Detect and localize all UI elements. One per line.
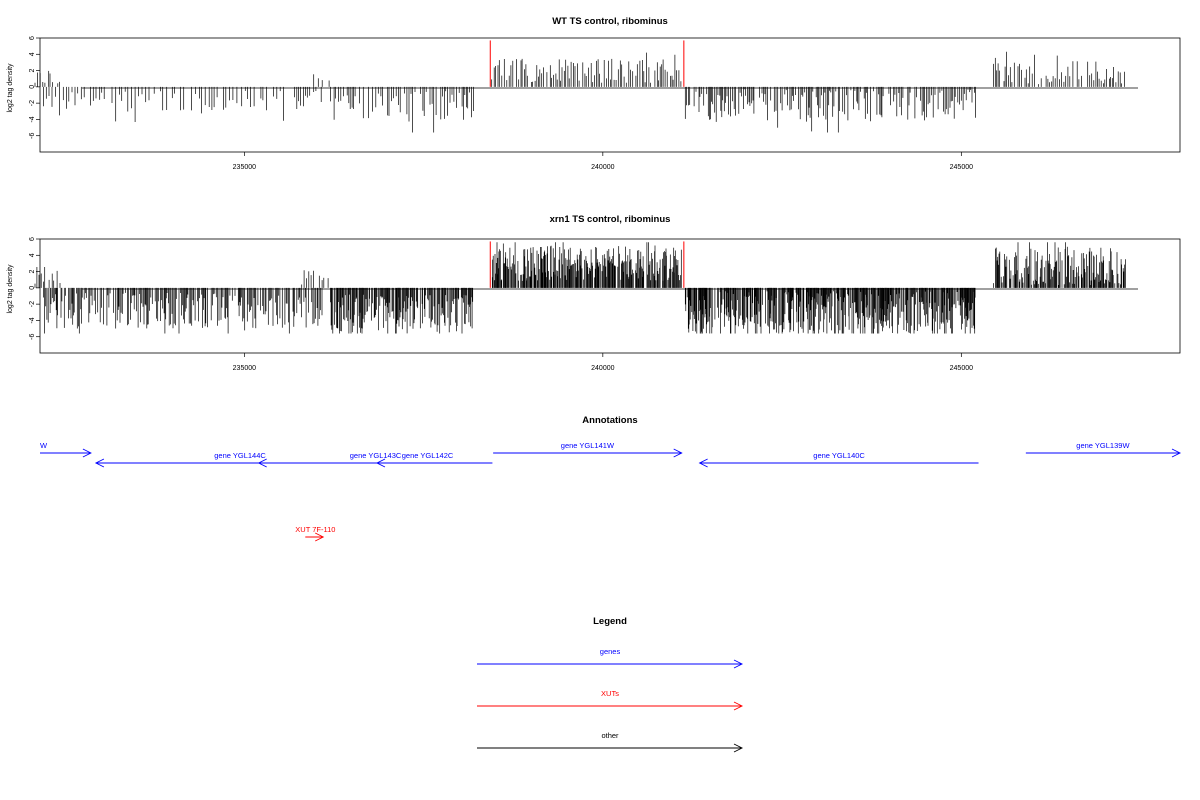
feature-arrowhead [315, 532, 325, 542]
legend-label: other [601, 731, 619, 740]
feature-label: gene YGL143C [350, 451, 402, 460]
feature-label: gene YGL141W [561, 441, 615, 450]
legend-item: XUTs [477, 689, 744, 711]
xrn1-coverage-panel: xrn1 TS control, ribominus log2 tag dens… [7, 214, 1181, 372]
xrn1-bars [34, 241, 1126, 334]
legend-arrowhead [733, 659, 744, 669]
feature-arrowhead [94, 458, 105, 468]
x-tick-label: 240000 [591, 365, 614, 372]
feature-arrowhead [257, 458, 267, 468]
legend-arrowhead [733, 701, 744, 711]
annotations-title: Annotations [582, 415, 637, 426]
feature-arrowhead [82, 448, 92, 458]
wt-plot-frame [39, 37, 1181, 153]
y-tick-label: 4 [29, 253, 36, 257]
feature-arrowhead [1171, 448, 1182, 458]
y-tick-label: 4 [29, 52, 36, 56]
wt-coverage-panel: WT TS control, ribominus log2 tag densit… [7, 16, 1181, 171]
y-tick-label: -2 [29, 100, 36, 106]
xrn1-y-axis-label: log2 tag density [7, 264, 14, 314]
x-tick-label: 245000 [950, 164, 973, 171]
feature-label: gene YGL144C [214, 451, 266, 460]
x-tick-label: 245000 [950, 365, 973, 372]
feature-label: gene YGL142C [402, 451, 454, 460]
annotation-feature: W [40, 441, 92, 458]
y-tick-label: 0 [29, 85, 36, 89]
y-tick-label: 6 [29, 237, 36, 241]
wt-y-axis-label: log2 tag density [7, 63, 14, 113]
y-tick-label: -2 [29, 301, 36, 307]
wt-x-axis: 235000 240000 245000 [233, 152, 973, 171]
annotation-feature: gene YGL143C [257, 451, 493, 468]
xrn1-panel-title: xrn1 TS control, ribominus [550, 214, 671, 225]
legend-label: genes [600, 647, 621, 656]
feature-arrowhead [673, 448, 683, 458]
y-tick-label: -4 [29, 116, 36, 122]
y-tick-label: -4 [29, 317, 36, 323]
annotation-feature: gene YGL144C [94, 451, 385, 468]
y-tick-label: -6 [29, 133, 36, 139]
feature-arrowhead [375, 458, 386, 468]
xrn1-y-axis: 6 4 2 0 -2 -4 -6 [29, 237, 40, 340]
feature-label: W [40, 441, 48, 450]
legend-item: other [477, 731, 744, 753]
feature-label: XUT 7F-110 [295, 525, 335, 534]
feature-arrowhead [698, 458, 708, 468]
x-tick-label: 235000 [233, 365, 256, 372]
legend: Legend genes XUTs other [477, 616, 744, 753]
annotation-feature: XUT 7F-110 [295, 525, 335, 542]
annotation-feature: gene YGL141W [493, 441, 683, 458]
wt-bars [34, 40, 1125, 133]
legend-items: genes XUTs other [477, 647, 744, 753]
annotation-feature: gene YGL142C [375, 451, 479, 468]
legend-title: Legend [593, 616, 627, 627]
xrn1-x-axis: 235000 240000 245000 [233, 353, 973, 372]
y-tick-label: 6 [29, 36, 36, 40]
feature-label: gene YGL140C [813, 451, 865, 460]
y-tick-label: 2 [29, 270, 36, 274]
legend-label: XUTs [601, 689, 619, 698]
legend-item: genes [477, 647, 744, 669]
xrn1-plot-frame [39, 238, 1181, 354]
wt-panel-title: WT TS control, ribominus [552, 16, 668, 27]
y-tick-label: -6 [29, 334, 36, 340]
feature-label: gene YGL139W [1076, 441, 1130, 450]
annotation-feature: gene YGL139W [1025, 441, 1182, 458]
x-tick-label: 240000 [591, 164, 614, 171]
y-tick-label: 2 [29, 69, 36, 73]
legend-arrowhead [733, 743, 744, 753]
y-tick-label: 0 [29, 286, 36, 290]
annotation-feature: gene YGL140C [698, 451, 979, 468]
x-tick-label: 235000 [233, 164, 256, 171]
wt-y-axis: 6 4 2 0 -2 -4 -6 [29, 36, 40, 139]
